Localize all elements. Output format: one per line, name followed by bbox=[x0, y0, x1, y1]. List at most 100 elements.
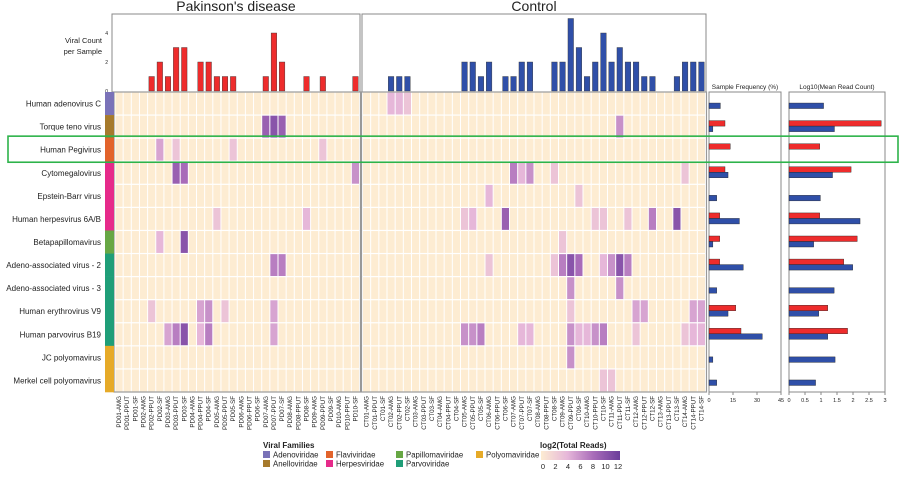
heatmap-cell bbox=[534, 184, 542, 207]
heatmap-cell bbox=[172, 300, 180, 323]
heatmap-cell bbox=[632, 254, 640, 277]
heatmap-cell bbox=[542, 369, 550, 392]
column-label: CT02-SF bbox=[404, 396, 411, 421]
heatmap-cell bbox=[428, 92, 436, 115]
heatmap-cell bbox=[608, 231, 616, 253]
family-swatch bbox=[263, 451, 270, 458]
heatmap-cell bbox=[412, 300, 420, 323]
heatmap-cell bbox=[164, 184, 172, 207]
heatmap-cell bbox=[624, 346, 632, 369]
heatmap-cell bbox=[270, 300, 278, 323]
heatmap-cell bbox=[697, 115, 705, 138]
heatmap-cell bbox=[213, 161, 221, 184]
heatmap-cell bbox=[311, 277, 319, 300]
heatmap-cell bbox=[461, 207, 469, 230]
row-label: Human parvovirus B19 bbox=[20, 330, 102, 339]
heatmap-cell bbox=[164, 254, 172, 277]
column-label: PD07-AMG bbox=[263, 396, 270, 428]
heatmap-cell bbox=[327, 231, 335, 253]
heatmap-cell bbox=[665, 231, 673, 253]
heatmap-cell bbox=[477, 138, 485, 161]
heatmap-cell bbox=[387, 184, 395, 207]
heatmap-cell bbox=[294, 323, 302, 346]
heatmap-cell bbox=[343, 323, 351, 346]
heatmap-cell bbox=[616, 161, 624, 184]
column-label: PD05-SF bbox=[230, 396, 237, 422]
heatmap-cell bbox=[213, 231, 221, 253]
heatmap-cell bbox=[343, 92, 351, 115]
heatmap-cell bbox=[485, 161, 493, 184]
heatmap-cell bbox=[599, 369, 607, 392]
heatmap-cell bbox=[371, 161, 379, 184]
row-label: Cytomegalovirus bbox=[41, 169, 101, 178]
heatmap-cell bbox=[221, 300, 229, 323]
heatmap-cell bbox=[697, 92, 705, 115]
heatmap-cell bbox=[294, 207, 302, 230]
heatmap-cell bbox=[213, 115, 221, 138]
heatmap-cell bbox=[477, 346, 485, 369]
column-label: PD01-SF bbox=[132, 396, 139, 422]
heatmap-cell bbox=[534, 323, 542, 346]
viral-count-bar bbox=[222, 76, 229, 92]
heatmap-cell bbox=[640, 115, 648, 138]
heatmap-cell bbox=[395, 346, 403, 369]
heatmap-cell bbox=[591, 346, 599, 369]
heatmap-cell bbox=[436, 115, 444, 138]
heatmap-cell bbox=[542, 207, 550, 230]
heatmap-cell bbox=[371, 115, 379, 138]
heatmap-cell bbox=[311, 231, 319, 253]
heatmap-cell bbox=[542, 277, 550, 300]
heatmap-cell bbox=[624, 300, 632, 323]
heatmap-cell bbox=[139, 138, 148, 161]
heatmap-cell bbox=[689, 323, 697, 346]
heatmap-cell bbox=[591, 369, 599, 392]
heatmap-cell bbox=[387, 323, 395, 346]
heatmap-cell bbox=[254, 115, 262, 138]
side-bar bbox=[708, 212, 720, 219]
side-tick-label: 3 bbox=[883, 398, 886, 404]
viral-count-bar bbox=[616, 47, 623, 92]
heatmap-cell bbox=[123, 254, 131, 277]
heatmap-cell bbox=[351, 369, 359, 392]
viral-count-bar bbox=[690, 61, 697, 92]
heatmap-cell bbox=[188, 92, 196, 115]
column-label: CT02-AMG bbox=[388, 396, 395, 427]
heatmap-cell bbox=[205, 184, 213, 207]
heatmap-cell bbox=[180, 138, 188, 161]
heatmap-cell bbox=[403, 231, 411, 253]
heatmap-cell bbox=[229, 323, 237, 346]
side-bar bbox=[708, 379, 717, 386]
viral-count-bar bbox=[592, 61, 599, 92]
heatmap-cell bbox=[221, 346, 229, 369]
heatmap-cell bbox=[278, 231, 286, 253]
heatmap-cell bbox=[205, 277, 213, 300]
heatmap-cell bbox=[278, 323, 286, 346]
heatmap-cell bbox=[575, 346, 583, 369]
heatmap-cell bbox=[335, 184, 343, 207]
heatmap-cell bbox=[485, 254, 493, 277]
heatmap-cell bbox=[599, 184, 607, 207]
heatmap-cell bbox=[632, 231, 640, 253]
heatmap-cell bbox=[632, 184, 640, 207]
heatmap-cell bbox=[665, 138, 673, 161]
heatmap-cell bbox=[624, 231, 632, 253]
heatmap-cell bbox=[583, 277, 591, 300]
heatmap-cell bbox=[436, 184, 444, 207]
heatmap-cell bbox=[115, 138, 123, 161]
heatmap-cell bbox=[493, 277, 501, 300]
family-legend-label: Flaviviridae bbox=[336, 451, 375, 460]
heatmap-cell bbox=[213, 254, 221, 277]
heatmap-cell bbox=[665, 323, 673, 346]
heatmap-cell bbox=[294, 369, 302, 392]
heatmap-cell bbox=[436, 369, 444, 392]
row-label: Human Pegivirus bbox=[40, 146, 101, 155]
heatmap-cell bbox=[351, 184, 359, 207]
heatmap-cell bbox=[156, 207, 164, 230]
group-title: Pakinson's disease bbox=[176, 0, 296, 14]
heatmap-cell bbox=[493, 207, 501, 230]
heatmap-cell bbox=[428, 277, 436, 300]
heatmap-cell bbox=[428, 184, 436, 207]
heatmap-cell bbox=[164, 92, 172, 115]
heatmap-cell bbox=[395, 184, 403, 207]
heatmap-cell bbox=[188, 161, 196, 184]
